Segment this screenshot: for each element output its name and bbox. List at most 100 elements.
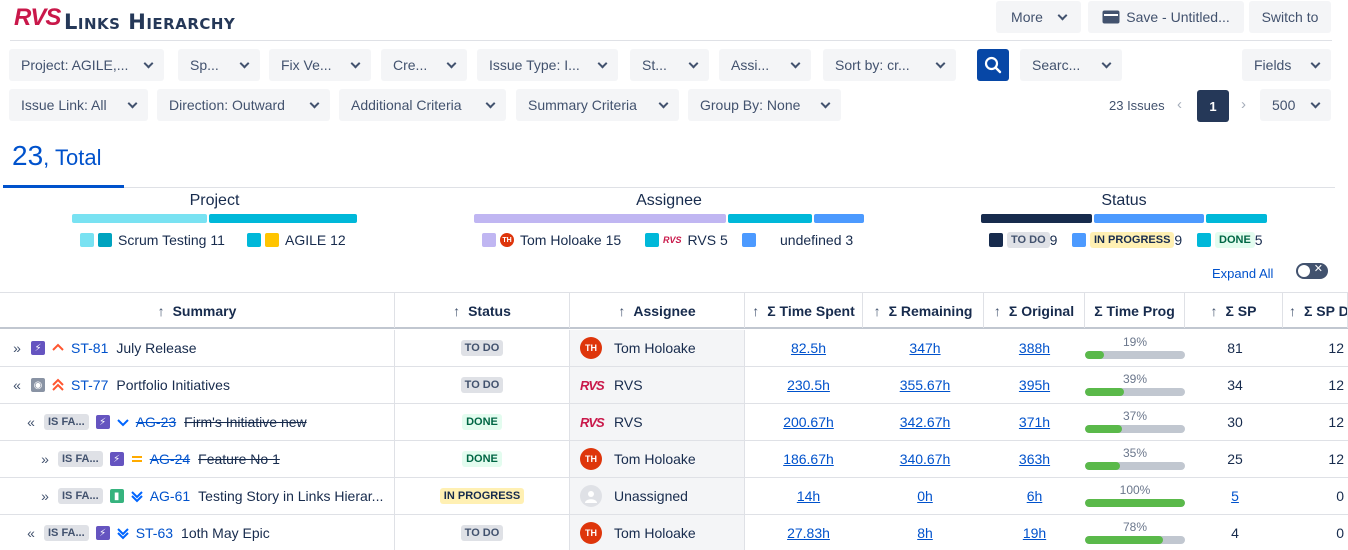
filter-assignee[interactable]: Assi... (719, 49, 811, 81)
assignee-cell[interactable]: RVS RVS (570, 367, 745, 403)
col-time-prog[interactable]: Σ Time Prog (1085, 293, 1185, 328)
per-page-dropdown[interactable]: 500 (1260, 89, 1331, 121)
col-sp[interactable]: ↑ Σ SP (1185, 293, 1283, 328)
remaining-link[interactable]: 8h (917, 525, 933, 541)
status-bar-todo[interactable] (981, 214, 1092, 223)
save-button[interactable]: Save - Untitled... (1088, 1, 1244, 33)
assignee-cell[interactable]: TH Tom Holoake (570, 330, 745, 366)
expand-toggle[interactable]: » (13, 340, 21, 356)
assignee-bar-tom[interactable] (474, 214, 726, 223)
filter-fix-version[interactable]: Fix Ve... (269, 49, 371, 81)
original-link[interactable]: 363h (1018, 451, 1051, 467)
sp-done-value: 0 (1336, 525, 1344, 541)
sp-value: 81 (1227, 340, 1243, 356)
remaining-link[interactable]: 0h (917, 488, 933, 504)
remaining-link[interactable]: 340.67h (899, 451, 951, 467)
expand-toggle[interactable]: » (41, 488, 49, 504)
col-status[interactable]: ↑ Status (395, 293, 570, 328)
chevron-down-icon (143, 58, 154, 68)
time-spent-link[interactable]: 27.83h (787, 525, 830, 541)
assignee-cell[interactable]: Unassigned (570, 478, 745, 514)
filter-sprint[interactable]: Sp... (178, 49, 260, 81)
project-bar-agile[interactable] (209, 214, 357, 223)
status-bar-done[interactable] (1206, 214, 1267, 223)
col-time-spent[interactable]: ↑ Σ Time Spent (745, 293, 863, 328)
original-link[interactable]: 395h (1018, 377, 1051, 393)
expand-all-toggle[interactable]: ✕ (1296, 263, 1328, 279)
status-badge[interactable]: DONE (462, 451, 502, 467)
time-spent-link[interactable]: 200.67h (783, 414, 834, 430)
summary-cell: « IS FA... ⚡ AG-23 Firm's Initiative new (0, 404, 395, 440)
assignee-cell[interactable]: TH Tom Holoake (570, 441, 745, 477)
time-spent-link[interactable]: 230.5h (787, 377, 830, 393)
expand-toggle[interactable]: » (41, 451, 49, 467)
col-summary[interactable]: ↑ Summary (0, 293, 395, 328)
prev-page-button[interactable]: ‹ (1177, 96, 1182, 113)
status-badge[interactable]: TO DO (460, 525, 504, 541)
status-bar-inprogress[interactable] (1094, 214, 1204, 223)
more-button[interactable]: More (996, 1, 1081, 33)
assignee-bar-undefined[interactable] (814, 214, 864, 223)
saved-search-dropdown[interactable]: Searc... (1020, 49, 1122, 81)
filter-project[interactable]: Project: AGILE,... (9, 49, 164, 81)
table-row: » IS FA... ⚡ AG-24 Feature No 1 DONE TH Tom Hol… (0, 441, 1348, 478)
expand-toggle[interactable]: « (27, 525, 35, 541)
status-badge[interactable]: TO DO (460, 340, 504, 356)
remaining-link[interactable]: 342.67h (899, 414, 951, 430)
project-bar-scrum[interactable] (72, 214, 207, 223)
sp-done-value: 12 (1328, 451, 1344, 467)
assignee-cell[interactable]: TH Tom Holoake (570, 515, 745, 550)
assignee-cell[interactable]: RVS RVS (570, 404, 745, 440)
issue-summary: Testing Story in Links Hierar... (198, 488, 384, 504)
original-link[interactable]: 19h (1022, 525, 1047, 541)
issue-key-link[interactable]: ST-63 (135, 525, 174, 541)
remaining-cell: 8h (872, 515, 978, 550)
progress-bar: 35% (1085, 446, 1185, 470)
status-cell: TO DO (395, 367, 570, 403)
status-badge[interactable]: DONE (462, 414, 502, 430)
original-link[interactable]: 6h (1026, 488, 1043, 504)
expand-all-link[interactable]: Expand All (1212, 266, 1274, 281)
next-page-button[interactable]: › (1241, 96, 1246, 113)
col-original[interactable]: ↑ Σ Original (984, 293, 1085, 328)
switch-to-button[interactable]: Switch to (1249, 1, 1331, 33)
status-group-title: Status (1101, 192, 1147, 209)
col-sp-done[interactable]: ↑ Σ SP D (1283, 293, 1348, 328)
remaining-link[interactable]: 347h (909, 340, 941, 356)
legend-swatch (645, 233, 659, 247)
filter-status[interactable]: St... (630, 49, 709, 81)
filter-created[interactable]: Cre... (381, 49, 467, 81)
col-remaining[interactable]: ↑ Σ Remaining (863, 293, 984, 328)
issue-key-link[interactable]: ST-77 (71, 377, 109, 393)
expand-toggle[interactable]: « (27, 414, 35, 430)
remaining-link[interactable]: 355.67h (899, 377, 951, 393)
chevron-down-icon (1101, 58, 1112, 68)
filter-direction[interactable]: Direction: Outward (157, 89, 330, 121)
time-spent-link[interactable]: 14h (796, 488, 821, 504)
status-badge[interactable]: TO DO (460, 377, 504, 393)
sort-by-dropdown[interactable]: Sort by: cr... (823, 49, 956, 81)
assignee-bar-rvs[interactable] (728, 214, 812, 223)
issue-key-link[interactable]: ST-81 (71, 340, 109, 356)
sp-cell: 30 (1185, 404, 1285, 440)
filter-summary-criteria[interactable]: Summary Criteria (516, 89, 679, 121)
time-spent-link[interactable]: 186.67h (783, 451, 834, 467)
search-button[interactable] (977, 49, 1009, 81)
fields-dropdown[interactable]: Fields (1242, 49, 1331, 81)
issue-key-link[interactable]: AG-61 (149, 488, 191, 504)
filter-additional-criteria[interactable]: Additional Criteria (339, 89, 506, 121)
col-assignee[interactable]: ↑ Assignee (570, 293, 745, 328)
filter-issue-link[interactable]: Issue Link: All (9, 89, 148, 121)
time-spent-link[interactable]: 82.5h (790, 340, 827, 356)
page-1-button[interactable]: 1 (1197, 90, 1229, 122)
status-badge[interactable]: IN PROGRESS (439, 488, 525, 504)
filter-issue-type[interactable]: Issue Type: I... (477, 49, 618, 81)
issue-key-link[interactable]: AG-24 (149, 451, 191, 467)
status-legend-inprogress: IN PROGRESS 9 (1072, 232, 1182, 248)
expand-toggle[interactable]: « (13, 377, 21, 393)
group-by-dropdown[interactable]: Group By: None (688, 89, 841, 121)
original-link[interactable]: 388h (1018, 340, 1051, 356)
issue-key-link[interactable]: AG-23 (135, 414, 177, 430)
original-link[interactable]: 371h (1018, 414, 1051, 430)
legend-swatch (1197, 233, 1211, 247)
